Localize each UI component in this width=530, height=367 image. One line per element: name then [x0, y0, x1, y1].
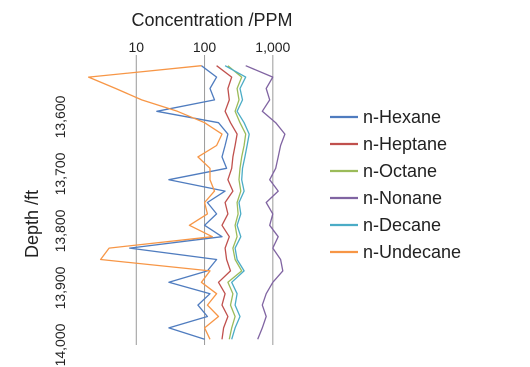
- x-tick-label-2: 1,000: [255, 39, 290, 55]
- series-line-n-heptane: [216, 65, 238, 340]
- y-tick-label-3: 13,900: [52, 266, 68, 309]
- legend-label-n-octane: n-Octane: [363, 161, 437, 181]
- x-tick-label-0: 10: [128, 39, 144, 55]
- series-line-n-hexane: [129, 65, 229, 340]
- legend: n-Hexane n-Heptane n-Octane n-Nonane n-Decan…: [330, 107, 461, 262]
- legend-label-n-heptane: n-Heptane: [363, 134, 447, 154]
- series-line-n-nonane: [245, 65, 286, 340]
- legend-label-n-decane: n-Decane: [363, 215, 441, 235]
- series-line-n-decane: [224, 65, 250, 340]
- axis-ticks: 10 100 1,000 13,600 13,700 13,800 13,900 14,000: [52, 39, 291, 366]
- plot-area: [87, 65, 286, 340]
- legend-label-n-nonane: n-Nonane: [363, 188, 442, 208]
- y-tick-label-0: 13,600: [52, 95, 68, 138]
- series-line-n-octane: [227, 65, 247, 340]
- x-tick-label-1: 100: [193, 39, 217, 55]
- grid: [135, 55, 274, 345]
- y-axis-label: Depth /ft: [22, 190, 42, 258]
- legend-label-n-undecane: n-Undecane: [363, 242, 461, 262]
- y-tick-label-4: 14,000: [52, 323, 68, 366]
- chart-title: Concentration /PPM: [131, 10, 292, 30]
- legend-label-n-hexane: n-Hexane: [363, 107, 441, 127]
- series-line-n-undecane: [87, 65, 223, 340]
- y-tick-label-1: 13,700: [52, 152, 68, 195]
- y-tick-label-2: 13,800: [52, 209, 68, 252]
